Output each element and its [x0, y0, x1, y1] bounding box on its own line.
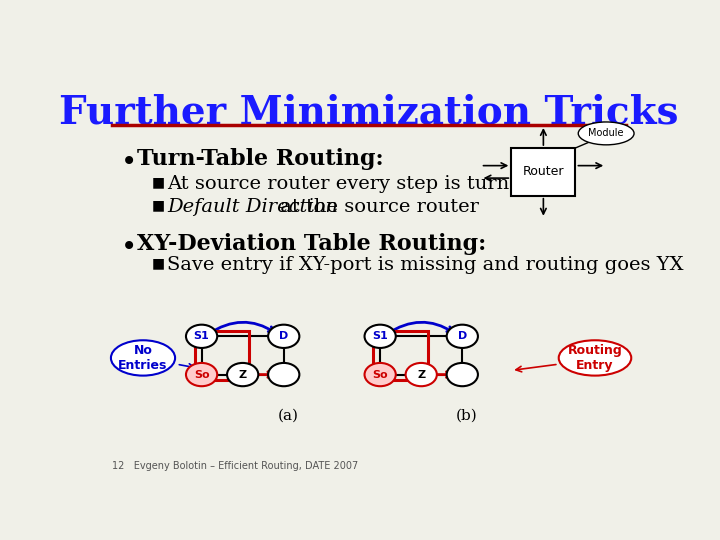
Circle shape	[186, 363, 217, 386]
Text: XY-Deviation Table Routing:: XY-Deviation Table Routing:	[138, 233, 487, 255]
Circle shape	[446, 325, 478, 348]
Text: •: •	[121, 233, 137, 261]
Text: Routing
Entry: Routing Entry	[567, 344, 622, 372]
Text: •: •	[121, 148, 137, 176]
Text: Router: Router	[523, 165, 564, 178]
FancyBboxPatch shape	[511, 148, 575, 196]
Text: Default Direction: Default Direction	[167, 198, 338, 216]
Text: D: D	[279, 332, 289, 341]
Text: Z: Z	[417, 369, 426, 380]
Text: (b): (b)	[456, 409, 477, 423]
Text: Z: Z	[238, 369, 247, 380]
Text: D: D	[458, 332, 467, 341]
Circle shape	[186, 325, 217, 348]
Circle shape	[364, 363, 396, 386]
Text: ■: ■	[151, 256, 164, 270]
Text: Turn-Table Routing:: Turn-Table Routing:	[138, 148, 384, 170]
Text: at the source router: at the source router	[274, 198, 479, 216]
Text: Module: Module	[588, 129, 624, 138]
Text: So: So	[372, 369, 388, 380]
Text: Save entry if XY-port is missing and routing goes YX: Save entry if XY-port is missing and rou…	[167, 256, 683, 274]
Text: ■: ■	[151, 198, 164, 212]
Text: 12   Evgeny Bolotin – Efficient Routing, DATE 2007: 12 Evgeny Bolotin – Efficient Routing, D…	[112, 462, 359, 471]
Circle shape	[405, 363, 437, 386]
Text: At source router every step is turn: At source router every step is turn	[167, 175, 509, 193]
Text: S1: S1	[372, 332, 388, 341]
Text: Further Minimization Tricks: Further Minimization Tricks	[59, 94, 679, 132]
Text: ■: ■	[151, 175, 164, 189]
Ellipse shape	[578, 122, 634, 145]
Circle shape	[446, 363, 478, 386]
Text: So: So	[194, 369, 210, 380]
Text: S1: S1	[194, 332, 210, 341]
Ellipse shape	[559, 340, 631, 376]
Text: (a): (a)	[278, 409, 299, 423]
Ellipse shape	[111, 340, 175, 376]
Circle shape	[268, 363, 300, 386]
Circle shape	[227, 363, 258, 386]
Circle shape	[268, 325, 300, 348]
Text: No
Entries: No Entries	[118, 344, 168, 372]
Circle shape	[364, 325, 396, 348]
